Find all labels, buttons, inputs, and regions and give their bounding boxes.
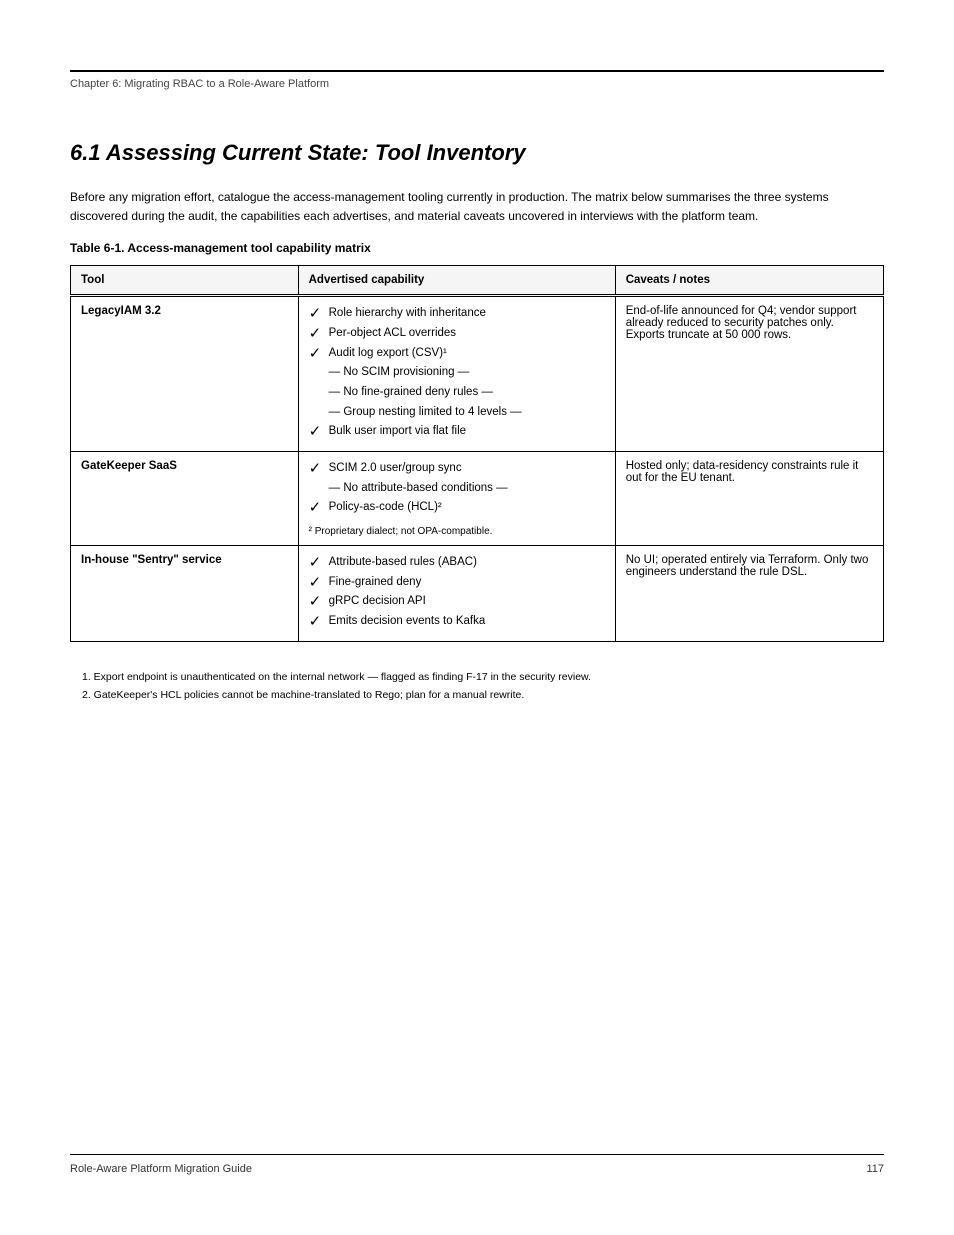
check-icon: ✓ <box>309 575 323 590</box>
check-icon: ✓ <box>309 461 323 476</box>
col-header-notes: Caveats / notes <box>615 266 883 296</box>
capability-text: — No SCIM provisioning — <box>329 364 605 381</box>
footnote: 1. Export endpoint is unauthenticated on… <box>82 670 884 686</box>
check-icon: ✓ <box>309 500 323 515</box>
capability-text: Bulk user import via flat file <box>329 423 605 440</box>
cell-notes: End-of-life announced for Q4; vendor sup… <box>615 296 883 452</box>
check-icon: ✓ <box>309 346 323 361</box>
cell-capabilities: ✓ Attribute-based rules (ABAC) ✓ Fine-grai… <box>298 545 615 641</box>
capability-list: ✓ Role hierarchy with inheritance ✓ Per-ob… <box>309 305 605 440</box>
col-header-capability: Advertised capability <box>298 266 615 296</box>
check-icon: ✓ <box>309 326 323 341</box>
table-header-row: Tool Advertised capability Caveats / not… <box>71 266 884 296</box>
capability-text: Role hierarchy with inheritance <box>329 305 605 322</box>
tool-name: In-house "Sentry" service <box>81 554 222 566</box>
capability-list: ✓ SCIM 2.0 user/group sync — No attribute… <box>309 460 605 516</box>
col-header-tool: Tool <box>71 266 299 296</box>
capability-text: — No attribute-based conditions — <box>329 480 605 497</box>
cell-notes: No UI; operated entirely via Terraform. … <box>615 545 883 641</box>
inline-footnote: ² Proprietary dialect; not OPA-compatibl… <box>309 526 605 537</box>
capability-list: ✓ Attribute-based rules (ABAC) ✓ Fine-grai… <box>309 554 605 630</box>
running-header: Chapter 6: Migrating RBAC to a Role-Awar… <box>70 78 884 90</box>
check-icon: ✓ <box>309 306 323 321</box>
capability-text: Fine-grained deny <box>329 574 605 591</box>
footnote: 2. GateKeeper's HCL policies cannot be m… <box>82 688 884 704</box>
cell-capabilities: ✓ SCIM 2.0 user/group sync — No attribute… <box>298 451 615 545</box>
capability-text: Policy-as-code (HCL)² <box>329 499 605 516</box>
check-icon: ✓ <box>309 614 323 629</box>
capability-text: Audit log export (CSV)¹ <box>329 345 605 362</box>
cell-tool: In-house "Sentry" service <box>71 545 299 641</box>
table-row: GateKeeper SaaS ✓ SCIM 2.0 user/group syn… <box>71 451 884 545</box>
capability-table: Tool Advertised capability Caveats / not… <box>70 265 884 641</box>
tool-name: GateKeeper SaaS <box>81 460 177 472</box>
section-heading: 6.1 Assessing Current State: Tool Invent… <box>70 140 884 166</box>
check-icon: ✓ <box>309 424 323 439</box>
page: Chapter 6: Migrating RBAC to a Role-Awar… <box>0 0 954 1235</box>
check-icon: ✓ <box>309 594 323 609</box>
header-rule <box>70 70 884 72</box>
page-footer: Role-Aware Platform Migration Guide 117 <box>70 1154 884 1175</box>
capability-text: Per-object ACL overrides <box>329 325 605 342</box>
capability-text: Emits decision events to Kafka <box>329 613 605 630</box>
capability-text: — Group nesting limited to 4 levels — <box>329 404 605 421</box>
cell-tool: GateKeeper SaaS <box>71 451 299 545</box>
capability-text: gRPC decision API <box>329 593 605 610</box>
capability-text: Attribute-based rules (ABAC) <box>329 554 605 571</box>
footer-left: Role-Aware Platform Migration Guide <box>70 1163 252 1175</box>
footnotes: 1. Export endpoint is unauthenticated on… <box>70 670 884 708</box>
table-row: LegacyIAM 3.2 ✓ Role hierarchy with inher… <box>71 296 884 452</box>
table-caption: Table 6-1. Access-management tool capabi… <box>70 241 884 255</box>
cell-notes: Hosted only; data-residency constraints … <box>615 451 883 545</box>
cell-capabilities: ✓ Role hierarchy with inheritance ✓ Per-ob… <box>298 296 615 452</box>
check-icon: ✓ <box>309 555 323 570</box>
table-row: In-house "Sentry" service ✓ Attribute-bas… <box>71 545 884 641</box>
capability-text: SCIM 2.0 user/group sync <box>329 460 605 477</box>
footer-page-number: 117 <box>866 1163 884 1175</box>
cell-tool: LegacyIAM 3.2 <box>71 296 299 452</box>
capability-text: — No fine-grained deny rules — <box>329 384 605 401</box>
intro-paragraph: Before any migration effort, catalogue t… <box>70 188 884 225</box>
tool-name: LegacyIAM 3.2 <box>81 305 161 317</box>
